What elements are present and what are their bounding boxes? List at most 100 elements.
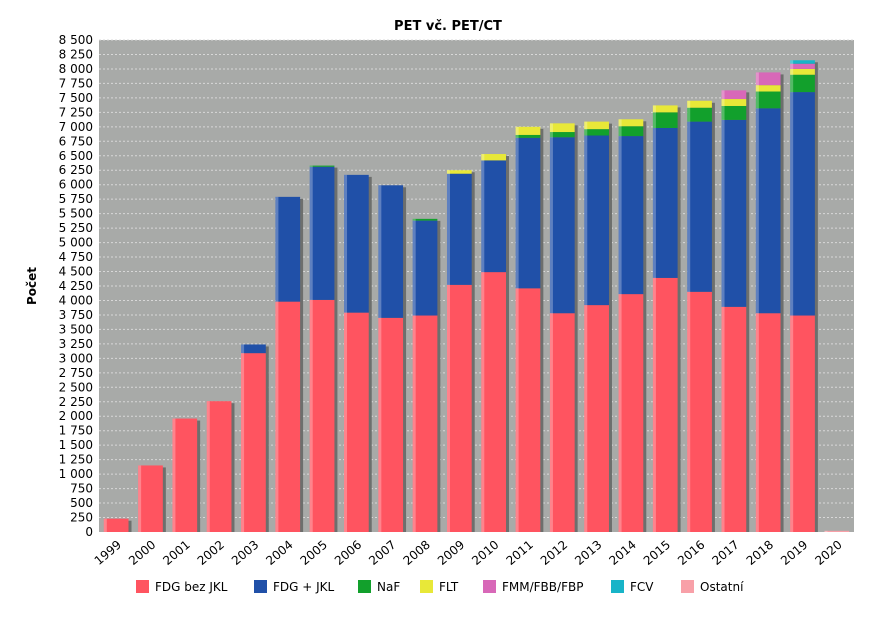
x-tick-label: 2015 [641, 538, 673, 568]
bar-segment [412, 220, 438, 316]
legend-label: FDG + JKL [273, 580, 335, 594]
bar-segment [378, 317, 404, 532]
y-tick-label: 7 250 [59, 105, 93, 119]
bar-segment [652, 105, 678, 113]
bar-highlight [309, 165, 313, 532]
bar-segment [824, 530, 850, 532]
bar-segment [103, 518, 129, 532]
y-tick-label: 5 750 [59, 192, 93, 206]
x-tick-label: 2014 [606, 538, 638, 568]
legend-swatch [483, 580, 496, 593]
legend-label: Ostatní [700, 580, 744, 594]
bar-segment [755, 91, 781, 109]
bar-highlight [618, 119, 622, 532]
bar-segment [412, 315, 438, 532]
y-tick-label: 0 [85, 525, 93, 539]
y-tick-label: 250 [70, 511, 93, 525]
bar-segment [481, 160, 507, 273]
bar-highlight [138, 465, 142, 532]
bar-segment [618, 119, 644, 127]
y-tick-label: 3 500 [59, 322, 93, 336]
bar-segment [790, 315, 815, 532]
bar-segment [790, 92, 815, 316]
x-tick-label: 2006 [332, 538, 364, 568]
bar-highlight [755, 72, 759, 532]
bar-segment [446, 173, 472, 285]
bar-highlight [446, 170, 450, 532]
bar-segment [515, 288, 541, 532]
x-tick-label: 2000 [126, 538, 158, 568]
y-tick-label: 4 500 [59, 265, 93, 279]
bar-segment [721, 306, 747, 532]
bar-segment [549, 137, 575, 314]
y-tick-label: 2 000 [59, 409, 93, 423]
bar-segment [344, 312, 369, 532]
y-tick-label: 4 250 [59, 279, 93, 293]
legend-swatch [358, 580, 371, 593]
y-tick-label: 7 000 [59, 120, 93, 134]
chart-title: PET vč. PET/CT [394, 19, 502, 34]
legend-label: FCV [630, 580, 654, 594]
x-tick-labels: 1999 2000 2001 2002 2003 2004 2005 2006 2007 2008… [92, 538, 845, 568]
bar-segment [515, 137, 541, 289]
bar-segment [446, 284, 472, 532]
bar-segment [206, 401, 232, 532]
y-tick-label: 3 750 [59, 308, 93, 322]
y-tick-label: 6 500 [59, 149, 93, 163]
bar-segment [412, 218, 438, 221]
x-tick-label: 2016 [675, 538, 707, 568]
bar-segment [790, 68, 815, 75]
bar-segment [241, 353, 266, 532]
bar-segment [172, 418, 198, 532]
bar-highlight [378, 185, 382, 532]
bar-segment [584, 305, 609, 532]
y-tick-label: 1 250 [59, 453, 93, 467]
y-tick-label: 3 250 [59, 337, 93, 351]
bar-segment [687, 100, 712, 108]
bar-segment [241, 344, 266, 354]
x-tick-label: 2003 [229, 538, 261, 568]
bar-highlight [103, 518, 107, 532]
bar-highlight [721, 90, 725, 532]
bar-segment [309, 166, 335, 300]
bar-segment [515, 134, 541, 138]
bar-highlight [549, 123, 553, 532]
bar-segment [309, 165, 335, 167]
y-tick-label: 6 000 [59, 178, 93, 192]
x-tick-label: 2002 [195, 538, 227, 568]
y-tick-label: 500 [70, 496, 93, 510]
x-tick-label: 2007 [366, 538, 398, 568]
bar-highlight [481, 154, 485, 532]
bar-highlight [584, 121, 588, 532]
bar-segment [584, 121, 609, 130]
bar-highlight [241, 344, 245, 532]
bar-segment [721, 119, 747, 307]
bar-highlight [172, 418, 176, 532]
bar-segment [584, 135, 609, 306]
y-tick-label: 5 250 [59, 221, 93, 235]
bar-segment [687, 121, 712, 292]
bar-segment [481, 154, 507, 161]
x-tick-label: 2018 [744, 538, 776, 568]
bar-segment [755, 108, 781, 314]
bar-highlight [790, 60, 794, 533]
bar-segment [618, 126, 644, 137]
legend-label: FMM/FBB/FBP [502, 580, 583, 594]
y-tick-label: 3 000 [59, 351, 93, 365]
y-tick-label: 7 750 [59, 76, 93, 90]
y-tick-label: 4 000 [59, 293, 93, 307]
y-tick-label: 5 500 [59, 207, 93, 221]
bar-segment [652, 127, 678, 278]
y-tick-label: 6 750 [59, 134, 93, 148]
legend-label: NaF [377, 580, 400, 594]
bar-segment [549, 132, 575, 138]
bar-segment [378, 185, 404, 318]
bar-highlight [344, 174, 348, 532]
bar-segment [584, 129, 609, 136]
bar-segment [309, 299, 335, 532]
x-tick-label: 2008 [401, 538, 433, 568]
legend-swatch [611, 580, 624, 593]
